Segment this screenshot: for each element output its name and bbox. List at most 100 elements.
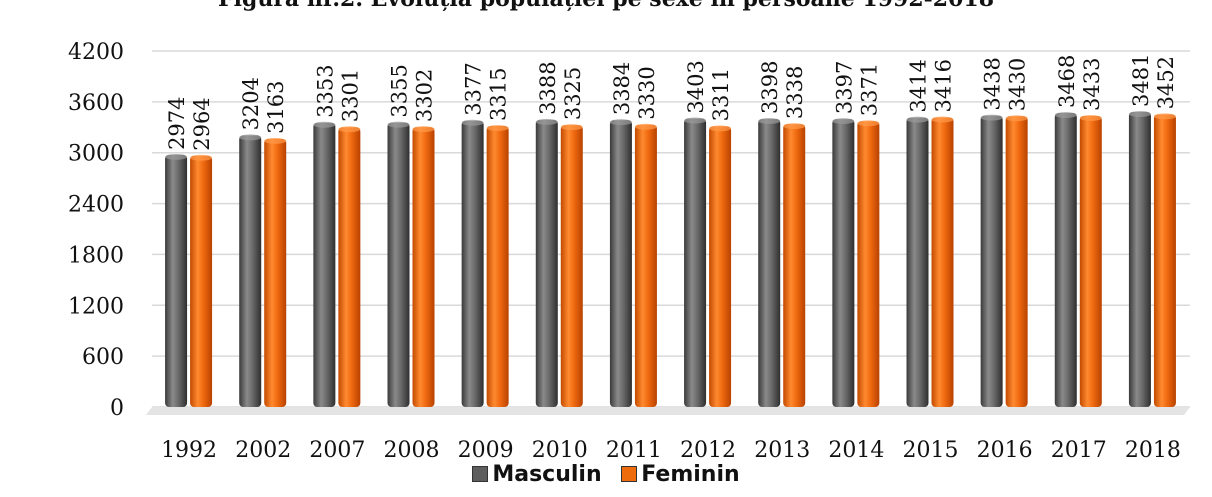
data-label-feminin-2015: 3416 [932, 59, 956, 112]
bar-feminin-2002 [264, 138, 287, 407]
data-label-feminin-2013: 3338 [783, 66, 807, 119]
data-label-feminin-2010: 3325 [561, 67, 585, 120]
bar-masculin-2017 [1054, 113, 1077, 407]
x-tick-label-2010: 2010 [532, 438, 588, 463]
chart-title: Figura nr.2. Evoluția populației pe sexe… [0, 0, 1212, 12]
data-label-masculin-2009: 3377 [462, 62, 486, 115]
labels-layer: 0 600 1200 1800 2400 3000 3600 4200 2974 2964 1992… [68, 40, 1181, 463]
bar-masculin-1992 [165, 154, 188, 407]
legend-label-feminin: Feminin [641, 462, 740, 487]
data-label-masculin-2018: 3481 [1129, 53, 1153, 106]
data-label-feminin-2017: 3433 [1080, 58, 1104, 111]
legend-item-masculin: Masculin [472, 462, 602, 487]
x-tick-label-2017: 2017 [1051, 438, 1107, 463]
y-tick-label-600: 600 [82, 345, 124, 370]
x-tick-label-2011: 2011 [606, 438, 662, 463]
bar-feminin-2015 [931, 117, 954, 407]
data-label-feminin-1992: 2964 [190, 97, 214, 150]
data-label-masculin-2015: 3414 [907, 59, 931, 112]
bar-masculin-2013 [758, 118, 781, 407]
bar-cap-feminin-2002 [264, 137, 287, 144]
bar-cap-feminin-2018 [1153, 113, 1176, 120]
bar-masculin-2018 [1128, 111, 1151, 407]
bar-feminin-2013 [783, 124, 806, 407]
data-label-feminin-2014: 3371 [857, 63, 881, 116]
y-tick-label-3000: 3000 [68, 142, 124, 167]
data-label-feminin-2011: 3330 [635, 66, 659, 119]
x-tick-label-1992: 1992 [161, 438, 217, 463]
data-label-feminin-2018: 3452 [1154, 56, 1178, 109]
bar-feminin-2014 [857, 121, 880, 408]
bar-masculin-2010 [535, 119, 558, 408]
bar-cap-feminin-1992 [190, 154, 213, 161]
y-tick-label-1200: 1200 [68, 294, 124, 319]
bar-cap-feminin-2013 [783, 123, 806, 130]
x-tick-label-2015: 2015 [903, 438, 959, 463]
y-tick-label-1800: 1800 [68, 243, 124, 268]
grid-layer [146, 50, 1190, 415]
data-label-feminin-2008: 3302 [413, 69, 437, 122]
bar-cap-masculin-2016 [980, 114, 1003, 121]
data-label-masculin-2002: 3204 [239, 77, 263, 130]
bar-cap-masculin-2002 [239, 134, 262, 141]
bar-feminin-2012 [709, 126, 732, 407]
x-tick-label-2009: 2009 [458, 438, 514, 463]
legend-item-feminin: Feminin [621, 462, 740, 487]
bar-feminin-2011 [634, 124, 657, 407]
data-label-masculin-2014: 3397 [832, 61, 856, 114]
bar-masculin-2008 [387, 122, 410, 407]
x-tick-label-2007: 2007 [309, 438, 365, 463]
data-label-masculin-2011: 3384 [610, 62, 634, 115]
bar-feminin-2018 [1153, 114, 1176, 407]
bar-cap-masculin-2015 [906, 116, 929, 123]
bar-feminin-1992 [190, 155, 213, 407]
bars-layer [165, 110, 1176, 408]
data-label-masculin-2007: 3353 [313, 64, 337, 117]
data-label-masculin-2013: 3398 [758, 61, 782, 114]
chart-floor [146, 407, 1190, 415]
bar-cap-masculin-2018 [1128, 110, 1151, 117]
bar-masculin-2012 [684, 118, 707, 407]
bar-cap-masculin-1992 [165, 153, 188, 160]
legend-swatch-masculin [472, 466, 489, 482]
bar-cap-feminin-2009 [486, 125, 509, 132]
x-tick-label-2016: 2016 [977, 438, 1033, 463]
data-label-feminin-2002: 3163 [264, 80, 288, 133]
data-label-feminin-2009: 3315 [487, 68, 511, 121]
bar-feminin-2017 [1079, 116, 1102, 407]
x-tick-label-2014: 2014 [828, 438, 884, 463]
bar-masculin-2016 [980, 115, 1003, 408]
data-label-masculin-1992: 2974 [165, 96, 189, 149]
bar-feminin-2007 [338, 127, 361, 407]
legend: Masculin Feminin [0, 462, 1212, 487]
legend-label-masculin: Masculin [492, 462, 602, 487]
x-tick-label-2012: 2012 [680, 438, 736, 463]
x-tick-label-2013: 2013 [754, 438, 810, 463]
x-tick-label-2018: 2018 [1125, 438, 1181, 463]
bar-cap-feminin-2007 [338, 126, 361, 133]
data-label-masculin-2016: 3438 [981, 57, 1005, 110]
bar-cap-feminin-2010 [560, 124, 583, 131]
bar-cap-masculin-2008 [387, 121, 410, 128]
y-tick-label-4200: 4200 [68, 40, 124, 65]
bar-feminin-2016 [1005, 116, 1028, 408]
bar-cap-feminin-2016 [1005, 115, 1028, 122]
bar-cap-feminin-2017 [1079, 115, 1102, 122]
data-label-masculin-2010: 3388 [536, 61, 560, 114]
bar-masculin-2007 [313, 122, 336, 407]
bar-cap-feminin-2014 [857, 120, 880, 127]
y-tick-label-3600: 3600 [68, 91, 124, 116]
data-label-masculin-2017: 3468 [1055, 55, 1079, 108]
data-label-feminin-2012: 3311 [709, 68, 733, 121]
x-tick-label-2002: 2002 [235, 438, 291, 463]
bar-cap-feminin-2015 [931, 116, 954, 123]
bar-cap-masculin-2010 [535, 118, 558, 125]
bar-cap-masculin-2009 [461, 119, 484, 126]
bar-feminin-2008 [412, 127, 435, 408]
bar-cap-feminin-2012 [709, 125, 732, 132]
y-tick-label-2400: 2400 [68, 193, 124, 218]
bar-feminin-2009 [486, 126, 509, 407]
bar-cap-feminin-2008 [412, 126, 435, 133]
